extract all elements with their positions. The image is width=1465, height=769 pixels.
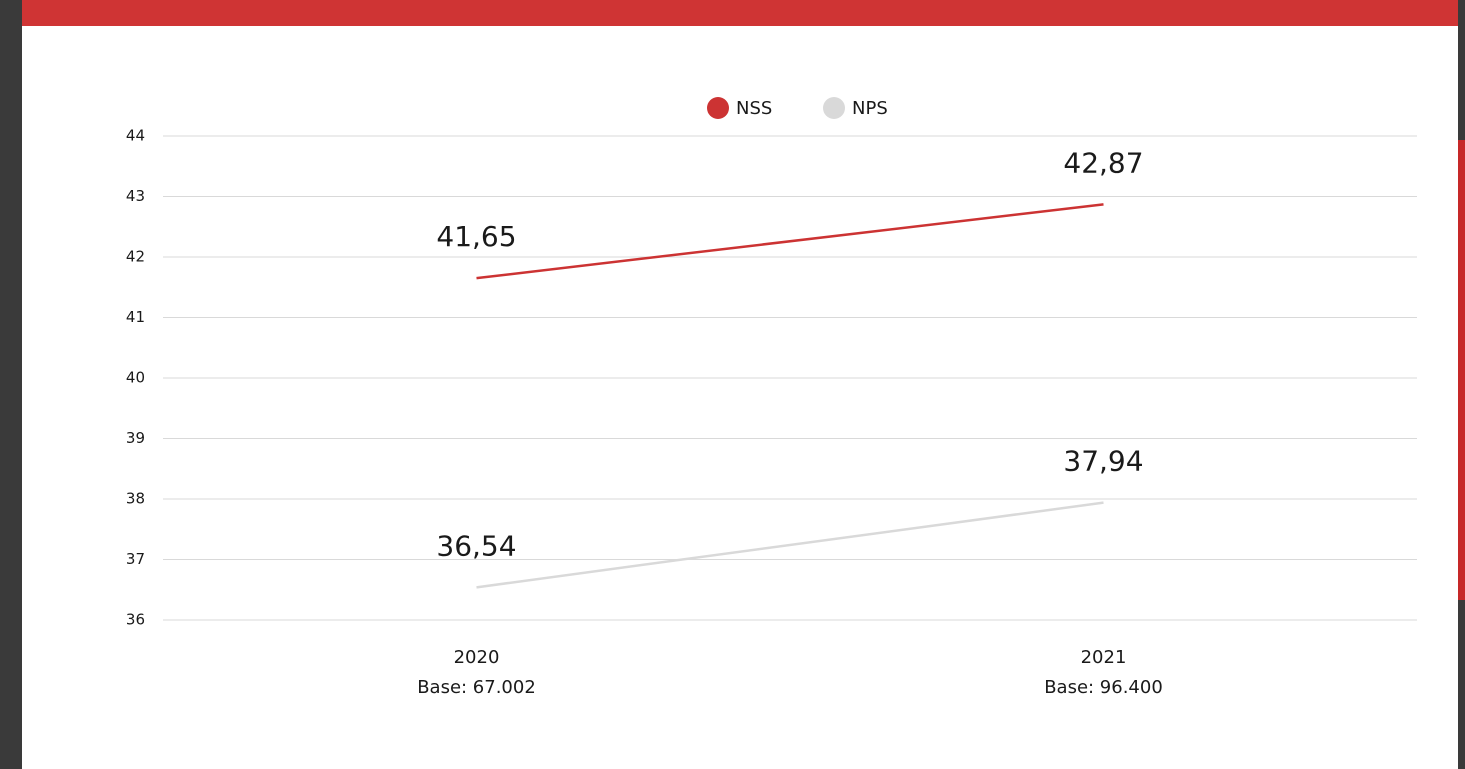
- data-label: 42,87: [1063, 146, 1143, 179]
- panel: [22, 0, 1458, 769]
- legend-swatch: [823, 97, 845, 119]
- y-tick-label: 41: [126, 308, 145, 326]
- data-label: 41,65: [436, 220, 516, 253]
- data-label: 37,94: [1063, 445, 1143, 478]
- y-tick-label: 43: [126, 187, 145, 205]
- x-tick-note: Base: 96.400: [1044, 677, 1163, 698]
- legend-label: NSS: [736, 98, 772, 119]
- y-tick-label: 38: [126, 490, 145, 508]
- x-tick-note: Base: 67.002: [417, 677, 536, 698]
- legend-swatch: [707, 97, 729, 119]
- y-tick-label: 39: [126, 429, 145, 447]
- data-label: 36,54: [436, 529, 516, 562]
- series-line: [476, 501, 1104, 589]
- y-tick-label: 36: [126, 611, 145, 629]
- series-line: [476, 203, 1104, 280]
- y-tick-label: 42: [126, 248, 145, 266]
- y-tick-label: 40: [126, 369, 145, 387]
- legend-label: NPS: [852, 98, 888, 119]
- x-tick-label: 2020: [454, 647, 500, 668]
- y-tick-label: 37: [126, 550, 145, 568]
- x-tick-label: 2021: [1081, 647, 1127, 668]
- header-bar: [22, 0, 1458, 26]
- y-tick-label: 44: [126, 127, 145, 145]
